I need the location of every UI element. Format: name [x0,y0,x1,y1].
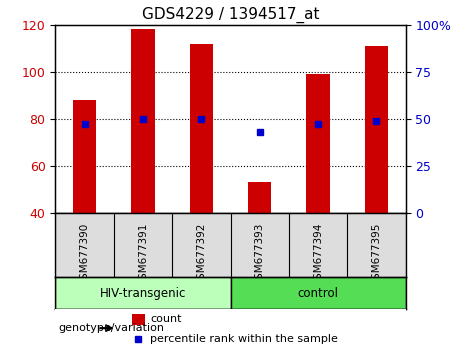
Bar [365,46,388,213]
Text: genotype/variation: genotype/variation [59,323,165,333]
Text: GSM677392: GSM677392 [196,222,207,286]
Bar [307,74,330,213]
Text: GSM677393: GSM677393 [254,222,265,286]
Text: count: count [150,314,182,325]
FancyBboxPatch shape [230,277,406,309]
Text: GSM677394: GSM677394 [313,222,323,286]
FancyBboxPatch shape [55,277,230,309]
Bar [248,182,272,213]
Text: GSM677390: GSM677390 [79,222,89,286]
Title: GDS4229 / 1394517_at: GDS4229 / 1394517_at [142,7,319,23]
Text: HIV-transgenic: HIV-transgenic [100,287,186,300]
Text: control: control [298,287,338,300]
Text: GSM677395: GSM677395 [372,222,382,286]
Text: GSM677391: GSM677391 [138,222,148,286]
Bar [73,100,96,213]
Bar [189,44,213,213]
Text: percentile rank within the sample: percentile rank within the sample [150,334,338,344]
Bar [132,314,145,325]
Bar [131,29,154,213]
